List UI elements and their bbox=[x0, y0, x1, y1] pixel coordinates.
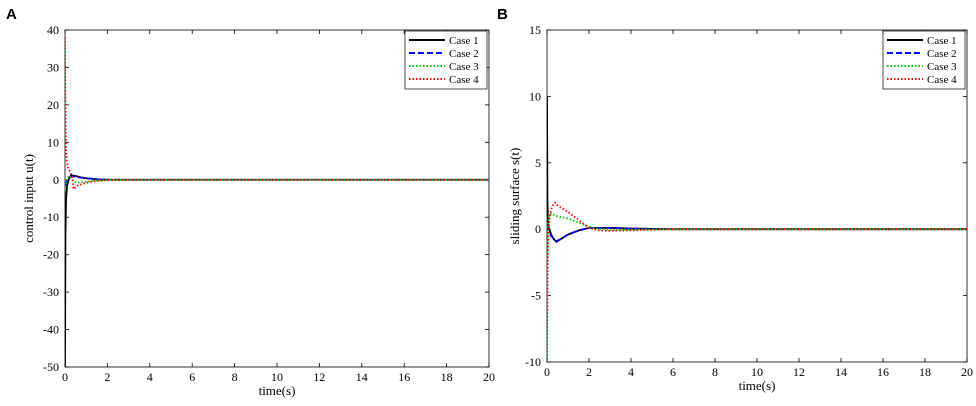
x-tick-label: 6 bbox=[189, 370, 195, 384]
y-tick-label: -10 bbox=[43, 210, 59, 224]
series-line-case-2 bbox=[65, 175, 489, 186]
y-tick-label: 10 bbox=[47, 135, 59, 149]
legend-label-case-2: Case 2 bbox=[449, 48, 479, 60]
panel-letter-b: B bbox=[497, 6, 508, 23]
x-tick-label: 18 bbox=[919, 365, 931, 379]
x-tick-label: 8 bbox=[712, 365, 718, 379]
x-tick-label: 12 bbox=[313, 370, 325, 384]
x-tick-label: 18 bbox=[441, 370, 453, 384]
series-line-case-4 bbox=[65, 37, 489, 191]
y-tick-label: -20 bbox=[43, 248, 59, 262]
chart-panel-b: 0 2 4 6 8 10 12 14 16 18 20 -10 -5 0 5 10 15 time(s) slidi… bbox=[507, 23, 973, 393]
x-tick-label: 0 bbox=[544, 365, 550, 379]
y-tick-label: 40 bbox=[47, 23, 59, 37]
legend-label-case-3: Case 3 bbox=[449, 61, 479, 73]
x-tick-label: 0 bbox=[62, 370, 68, 384]
x-tick-label: 14 bbox=[835, 365, 847, 379]
y-axis-label: control input u(t) bbox=[21, 154, 36, 243]
y-tick-label: 10 bbox=[529, 89, 541, 103]
y-tick-label: -50 bbox=[43, 360, 59, 374]
y-tick-label: -40 bbox=[43, 323, 59, 337]
series-line-case-2 bbox=[547, 224, 967, 243]
x-tick-label: 10 bbox=[751, 365, 763, 379]
y-tick-label: 20 bbox=[47, 98, 59, 112]
series-line-case-3 bbox=[65, 175, 489, 192]
series-line-case-1 bbox=[547, 96, 967, 243]
legend-label-case-2: Case 2 bbox=[927, 48, 957, 60]
x-tick-label: 4 bbox=[628, 365, 634, 379]
x-tick-label: 2 bbox=[586, 365, 592, 379]
legend-label-case-1: Case 1 bbox=[449, 35, 479, 47]
x-tick-label: 16 bbox=[398, 370, 410, 384]
x-tick-label: 14 bbox=[356, 370, 368, 384]
x-axis-label: time(s) bbox=[739, 378, 776, 393]
y-tick-label: -10 bbox=[525, 355, 541, 369]
y-tick-label: 0 bbox=[53, 173, 59, 187]
x-tick-label: 2 bbox=[104, 370, 110, 384]
y-tick-label: -5 bbox=[531, 289, 541, 303]
chart-panel-a: 0 2 4 6 8 10 12 14 16 18 20 -50 -40 -30 -20 -10 0 10 20 30 4… bbox=[21, 23, 495, 398]
x-tick-label: 6 bbox=[670, 365, 676, 379]
series-line-case-4 bbox=[547, 201, 967, 360]
panel-letter-a: A bbox=[6, 6, 17, 23]
x-tick-label: 4 bbox=[147, 370, 153, 384]
legend-label-case-4: Case 4 bbox=[927, 74, 957, 86]
x-tick-label: 12 bbox=[793, 365, 805, 379]
x-tick-label: 10 bbox=[271, 370, 283, 384]
x-tick-label: 16 bbox=[877, 365, 889, 379]
y-tick-label: 0 bbox=[535, 222, 541, 236]
y-tick-label: 15 bbox=[529, 23, 541, 37]
legend-label-case-3: Case 3 bbox=[927, 61, 957, 73]
y-tick-label: 5 bbox=[535, 156, 541, 170]
y-axis-label: sliding surface s(t) bbox=[507, 148, 522, 245]
legend-label-case-4: Case 4 bbox=[449, 74, 479, 86]
y-tick-label: 30 bbox=[47, 60, 59, 74]
y-tick-label: -30 bbox=[43, 285, 59, 299]
legend-label-case-1: Case 1 bbox=[927, 35, 957, 47]
x-axis-label: time(s) bbox=[259, 383, 296, 398]
x-tick-label: 20 bbox=[961, 365, 973, 379]
x-tick-label: 20 bbox=[483, 370, 495, 384]
x-tick-label: 8 bbox=[232, 370, 238, 384]
